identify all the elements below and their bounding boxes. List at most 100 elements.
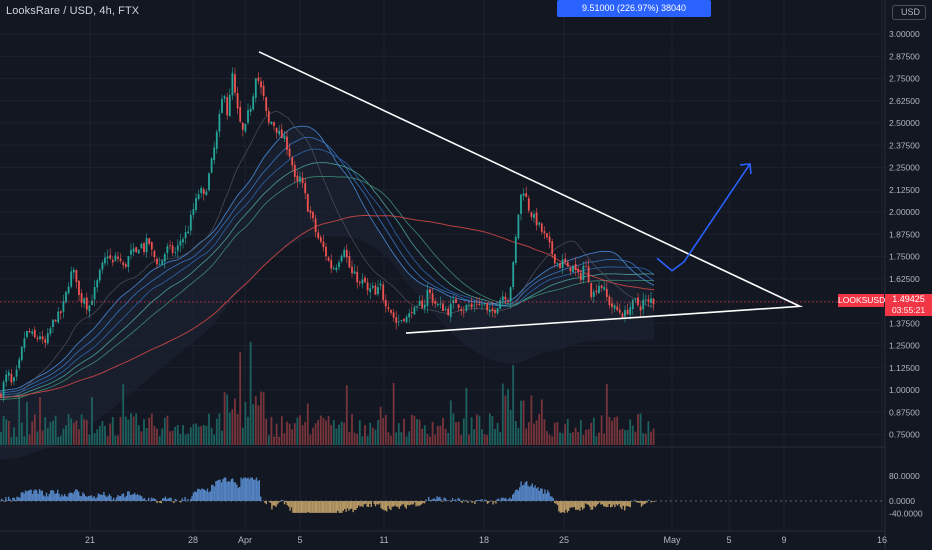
oscillator-bar [195,491,197,501]
oscillator-bar [288,501,290,507]
oscillator-bar [264,501,266,503]
candle-body [7,372,10,376]
oscillator-bar [591,501,594,510]
volume-bar [564,424,567,445]
oscillator-bar [230,479,232,501]
chart-symbol-title[interactable]: LooksRare / USD, 4h, FTX [6,5,140,17]
candle-body [309,210,312,214]
oscillator-bar [610,501,612,508]
oscillator-tick-label: 0.0000 [889,496,915,506]
oscillator-bar [199,489,202,501]
oscillator-bar [540,488,542,501]
currency-selector[interactable]: USD [891,5,926,20]
oscillator-bar [92,497,94,501]
oscillator-bar [415,501,417,507]
candle-body [618,309,621,313]
volume-bar [182,425,184,445]
oscillator-bar [617,501,619,506]
volume-bar [150,413,153,445]
oscillator-bar [142,498,144,501]
oscillator-bar [451,497,454,501]
volume-bar [582,435,585,445]
candle-body [452,299,455,304]
time-tick-label: Apr [238,535,252,545]
volume-bar [257,405,260,445]
oscillator-bar [548,492,550,501]
candle-body [574,263,577,271]
projection-arrow[interactable] [656,163,751,272]
volume-bar [465,387,468,445]
price-tick-label: 2.75000 [889,74,920,84]
oscillator-bar [118,496,120,501]
oscillator-bar [286,501,288,506]
oscillator-bar [408,501,410,506]
oscillator-bar [257,481,259,501]
volume-bar [351,414,353,445]
candle-body [517,214,520,239]
oscillator-bar [475,499,477,501]
oscillator-bar [191,495,193,501]
candle-body [109,255,112,259]
price-tick-label: 3.00000 [889,29,920,39]
oscillator-axis[interactable]: 80.0000 0.0000 -40.0000 [889,471,923,519]
volume-bar [309,434,312,445]
candle-body [192,209,195,216]
ma-ribbon-line [0,175,654,401]
oscillator-bar [229,481,231,501]
volume-bar [611,420,613,445]
oscillator-bar [597,501,599,504]
candle-body [403,318,405,322]
candle-body [442,303,444,311]
oscillator-bar [418,501,420,507]
volume-bar [306,403,309,445]
candle-body [491,308,494,311]
candlesticks[interactable] [0,67,655,402]
oscillator-bar [253,479,255,501]
oscillator-bar [492,501,494,505]
candle-body [512,262,515,288]
volume-bar [109,423,112,445]
oscillator-bar [225,477,227,501]
candle-body [62,301,65,312]
oscillator-bar [297,501,300,513]
candle-body [80,293,83,303]
oscillator-bar [624,501,626,511]
candle-body [176,245,179,251]
candle-body [158,264,161,266]
oscillator-bar [558,501,560,512]
candle-body [88,305,91,312]
candle-body [345,249,348,258]
candle-body [488,309,491,313]
candle-body [283,135,286,139]
candle-body [457,304,460,308]
oscillator-bar [562,501,564,512]
oscillator-bar [113,497,115,501]
candle-body [275,127,278,133]
oscillator-bar [547,490,549,501]
oscillator-bar [388,501,391,509]
oscillator-bar [180,501,182,503]
candle-body [652,298,655,305]
oscillator-bar [579,501,581,511]
candle-body [343,250,346,257]
time-tick-label: 5 [297,535,302,545]
oscillator-bar [510,498,512,501]
volume-bar [5,419,8,445]
oscillator-bar [87,495,90,501]
candle-body [33,329,36,338]
time-axis[interactable]: 21 28 Apr 5 11 18 25 May 5 9 16 [85,535,887,545]
volume-bar [101,421,104,445]
triangle-pattern[interactable] [258,51,804,334]
candle-body [598,285,600,294]
oscillator-bar [535,488,538,501]
candle-body [75,269,78,283]
oscillator-bar [600,501,602,505]
oscillator-bar [569,501,571,508]
candle-body [195,197,197,210]
oscillator-bar [338,501,340,513]
candle-body [18,359,21,369]
volume-bar [39,397,41,445]
oscillator-bar [212,485,214,501]
oscillator-bar [300,501,302,513]
